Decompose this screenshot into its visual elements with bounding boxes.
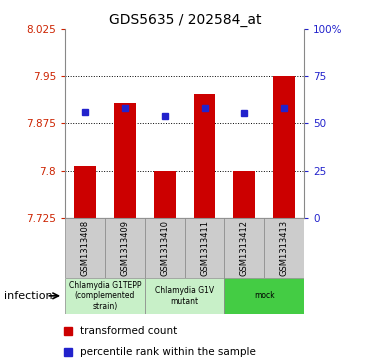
Text: GDS5635 / 202584_at: GDS5635 / 202584_at [109,13,262,27]
Bar [65,218,105,278]
Text: GSM1313412: GSM1313412 [240,220,249,276]
Text: GSM1313413: GSM1313413 [280,220,289,276]
Text: GSM1313409: GSM1313409 [120,220,129,276]
Bar [264,218,304,278]
Bar [185,218,224,278]
Text: Chlamydia G1V
mutant: Chlamydia G1V mutant [155,286,214,306]
Bar [105,218,145,278]
Text: percentile rank within the sample: percentile rank within the sample [81,347,256,357]
Bar [145,278,224,314]
Text: mock: mock [254,291,275,300]
Text: transformed count: transformed count [81,326,178,336]
Bar [154,171,175,218]
Text: GSM1313411: GSM1313411 [200,220,209,276]
Bar [65,278,145,314]
Text: infection: infection [4,291,52,301]
Bar [224,218,264,278]
Bar [145,218,185,278]
Bar [194,94,216,218]
Bar [114,103,136,218]
Text: Chlamydia G1TEPP
(complemented
strain): Chlamydia G1TEPP (complemented strain) [69,281,141,311]
Text: GSM1313408: GSM1313408 [81,220,89,276]
Bar [74,166,96,218]
Bar [273,76,295,218]
Text: GSM1313410: GSM1313410 [160,220,169,276]
Bar [224,278,304,314]
Bar [233,171,255,218]
